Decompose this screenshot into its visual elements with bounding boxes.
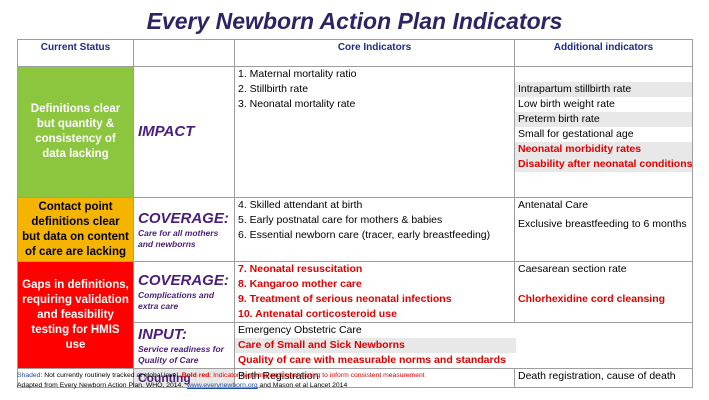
core-item: Emergency Obstetric Care — [238, 324, 362, 336]
category-coverage-all: COVERAGE: Care for all mothers and newbo… — [133, 197, 235, 262]
source-prefix: Adapted from Every Newborn Action Plan. … — [17, 382, 184, 389]
core-item: 8. Kangaroo mother care — [238, 278, 362, 290]
core-item: 3. Neonatal mortality rate — [238, 98, 356, 110]
header-row: Current Status Core Indicators Additiona… — [17, 39, 693, 67]
category-coverage-extra: COVERAGE: Complications and extra care — [133, 261, 235, 323]
core-item: 9. Treatment of serious neonatal infecti… — [238, 293, 452, 305]
core-coverage-extra: 7. Neonatal resuscitation 8. Kangaroo mo… — [234, 261, 515, 323]
core-item: Birth Registration — [238, 370, 319, 382]
coverage-extra-row: Gaps in definitions, requiring validatio… — [17, 261, 693, 369]
additional-item: Intrapartum stillbirth rate — [515, 82, 692, 97]
category-impact: IMPACT — [133, 66, 235, 198]
source-note: Adapted from Every Newborn Action Plan. … — [17, 381, 347, 390]
core-item: Care of Small and Sick Newborns — [235, 338, 516, 353]
status-coverage-extra: Gaps in definitions, requiring validatio… — [17, 261, 134, 369]
legend-shaded-text: : Not currently routinely tracked at glo… — [40, 372, 178, 379]
status-impact: Definitions clear but quantity & consist… — [17, 66, 134, 198]
core-item: 4. Skilled attendant at birth — [238, 199, 363, 211]
additional-item: Exclusive breastfeeding to 6 months — [518, 218, 687, 230]
core-item: 6. Essential newborn care (tracer, early… — [238, 229, 491, 241]
legend-bold-red-label: Bold red — [181, 372, 210, 379]
legend-bold-red-text: : Indicator requiring additional testing… — [209, 372, 425, 379]
additional-item: Caesarean section rate — [518, 263, 627, 275]
core-item: 1. Maternal mortality ratio — [238, 68, 357, 80]
input-row: INPUT: Service readiness for Quality of … — [18, 322, 693, 369]
source-suffix: and Mason et al Lancet 2014 — [257, 382, 348, 389]
additional-item: Death registration, cause of death — [518, 370, 676, 382]
core-item: 5. Early postnatal care for mothers & ba… — [238, 214, 443, 226]
additional-impact: Intrapartum stillbirth rate Low birth we… — [514, 66, 693, 198]
additional-coverage-extra: Caesarean section rate Chlorhexidine cor… — [514, 261, 693, 323]
core-item: 2. Stillbirth rate — [238, 83, 309, 95]
indicators-table: Current Status Core Indicators Additiona… — [17, 39, 693, 388]
core-input: Emergency Obstetric Care Care of Small a… — [234, 322, 693, 369]
core-item: 7. Neonatal resuscitation — [238, 263, 363, 275]
additional-item: Low birth weight rate — [518, 98, 615, 110]
additional-item: Chlorhexidine cord cleansing — [518, 293, 666, 305]
core-item: Quality of care with measurable norms an… — [238, 354, 506, 366]
additional-item: Preterm birth rate — [515, 112, 692, 127]
counting-row: Counting Birth Registration Death regist… — [17, 368, 693, 388]
source-link[interactable]: www.everynewborn.org — [187, 382, 258, 389]
core-item: 10. Antenatal corticosteroid use — [238, 308, 397, 320]
header-core-indicators: Core Indicators — [234, 39, 515, 67]
header-additional-indicators: Additional indicators — [514, 39, 693, 67]
core-coverage-all: 4. Skilled attendant at birth 5. Early p… — [234, 197, 515, 262]
additional-coverage-all: Antenatal Care Exclusive breastfeeding t… — [514, 197, 693, 262]
additional-item: Antenatal Care — [518, 199, 589, 211]
additional-item: Disability after neonatal conditions — [515, 157, 692, 172]
page-title: Every Newborn Action Plan Indicators — [146, 8, 563, 34]
legend-note: Shaded: Not currently routinely tracked … — [17, 371, 425, 380]
impact-row: Definitions clear but quantity & consist… — [17, 66, 693, 198]
additional-item: Small for gestational age — [518, 128, 634, 140]
category-input: INPUT: Service readiness for Quality of … — [133, 322, 235, 369]
coverage-all-row: Contact point definitions clear but data… — [17, 197, 693, 262]
additional-counting: Death registration, cause of death — [514, 368, 693, 388]
header-blank — [133, 39, 235, 67]
additional-item: Neonatal morbidity rates — [515, 142, 692, 157]
legend-shaded-label: Shaded — [17, 372, 41, 379]
status-coverage-all: Contact point definitions clear but data… — [17, 197, 134, 262]
core-counting: Birth Registration — [234, 368, 515, 388]
header-current-status: Current Status — [17, 39, 134, 67]
core-impact: 1. Maternal mortality ratio 2. Stillbirt… — [234, 66, 515, 198]
